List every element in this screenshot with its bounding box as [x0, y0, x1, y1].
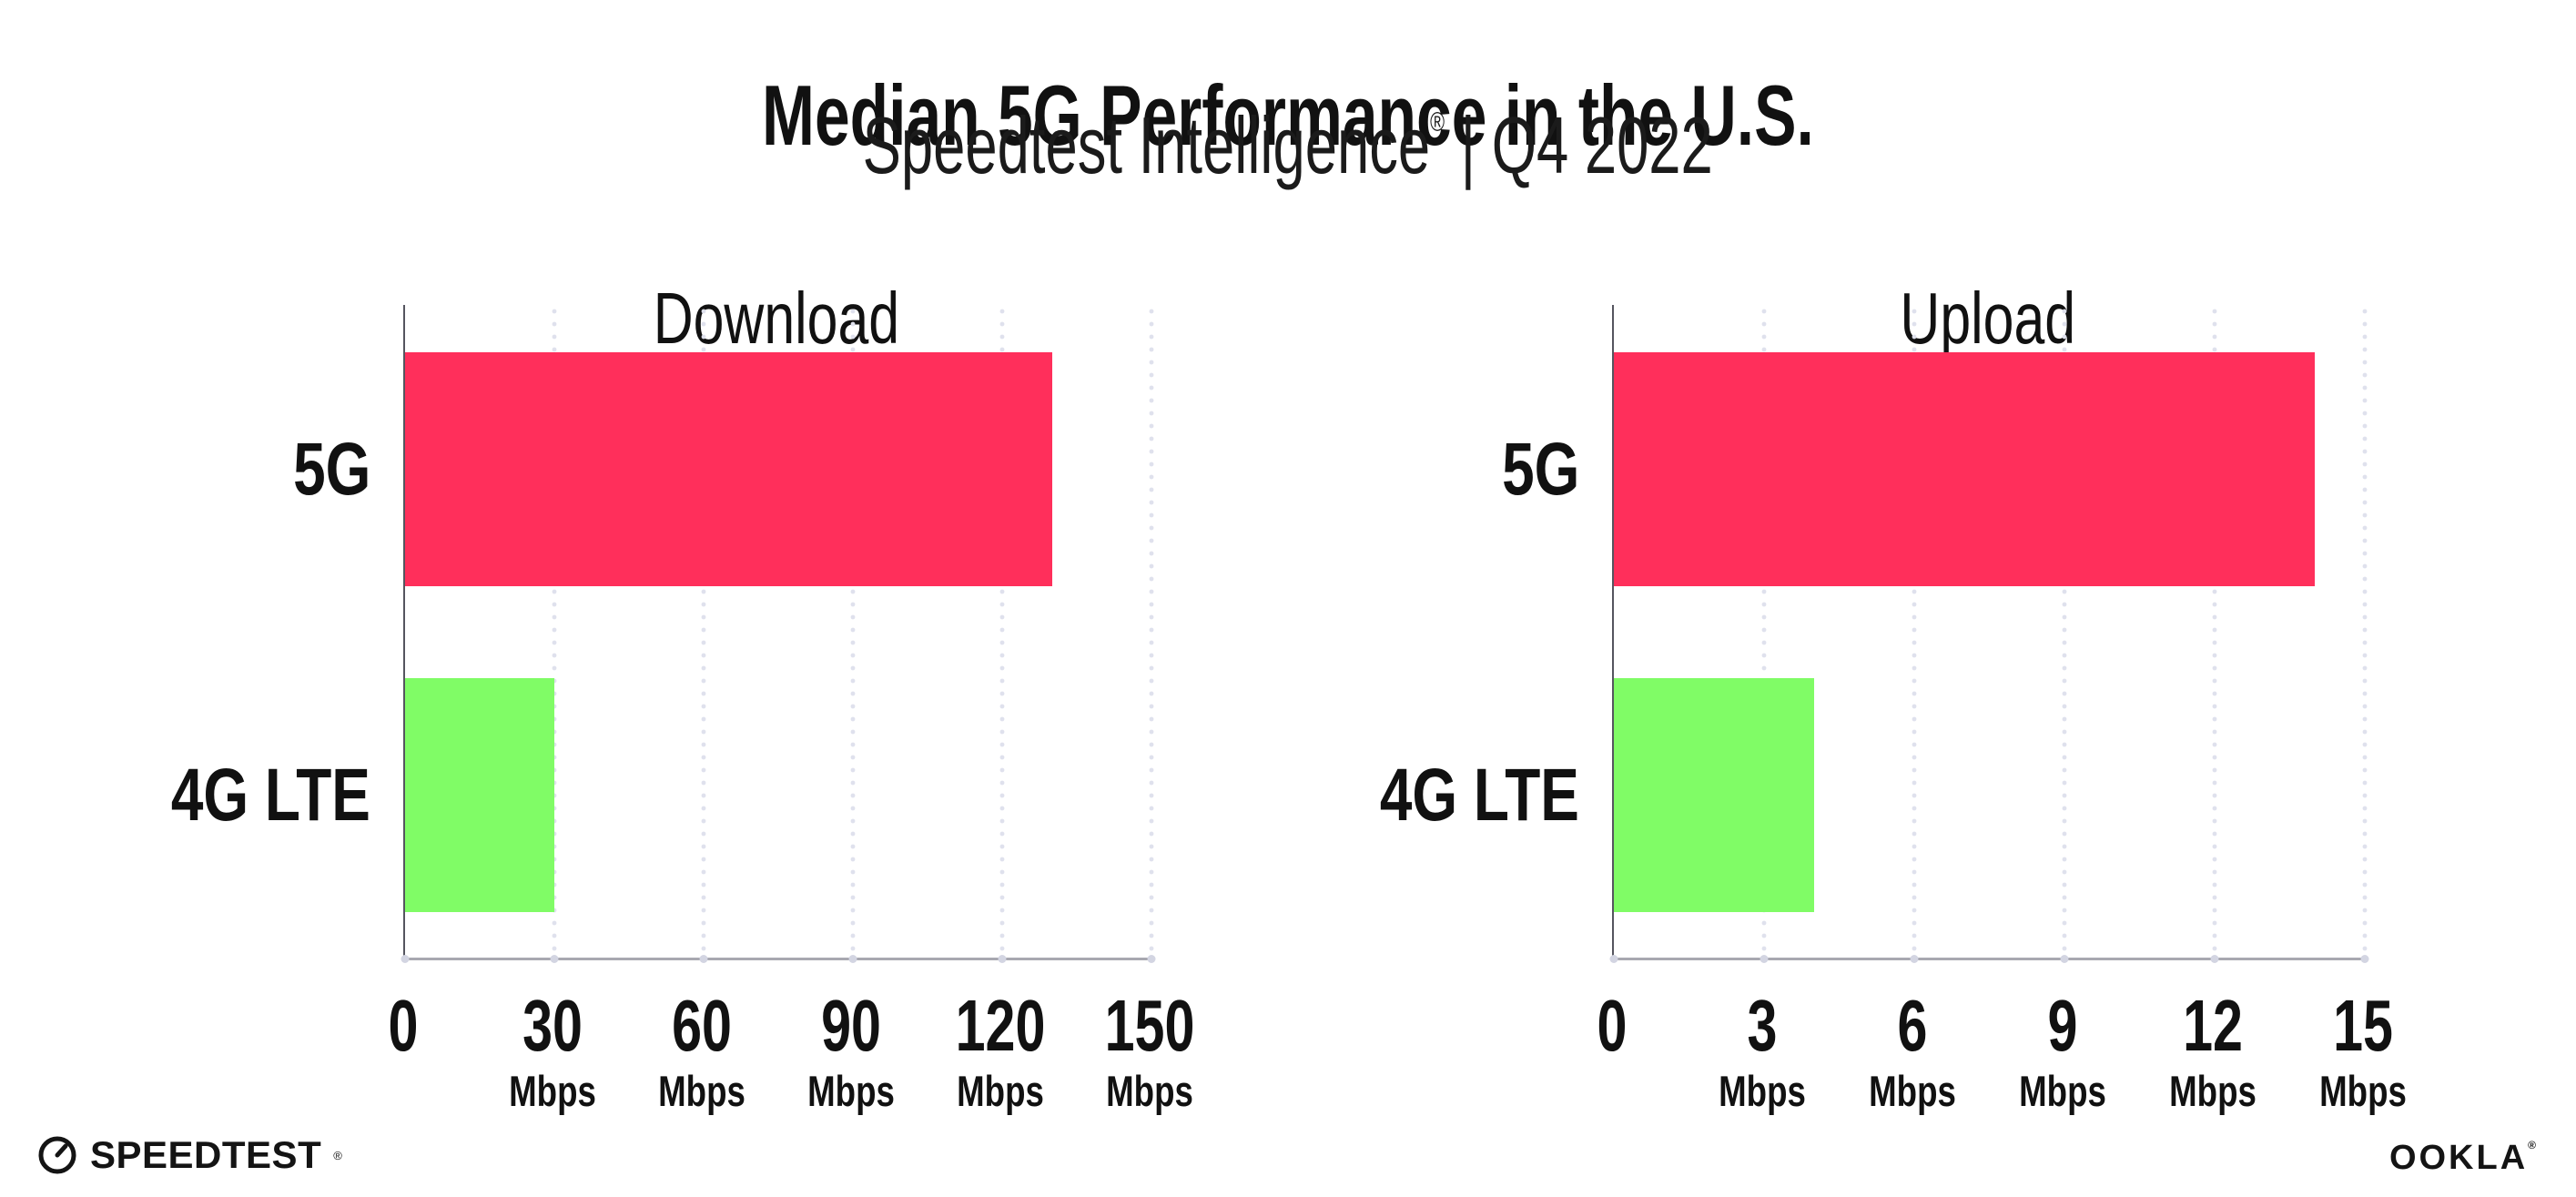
upload-chart-title: Upload: [1900, 278, 2075, 360]
x-tick-unit: Mbps: [1869, 1067, 1956, 1115]
axis-tick-dot: [2210, 955, 2219, 963]
download-plot-area: 5G 4G LTE: [171, 305, 1156, 963]
download-x-axis: 0 30 Mbps 60 Mbps 90 Mbps 120 Mbps 150 Mbps: [389, 960, 1195, 1142]
x-tick-unit: Mbps: [1719, 1067, 1806, 1115]
category-label-5g: 5G: [1501, 428, 1579, 511]
x-tick-unit: Mbps: [2019, 1067, 2106, 1115]
registered-trademark-icon: ®: [333, 1148, 342, 1162]
x-tick-unit: Mbps: [658, 1067, 745, 1115]
axis-tick-dot: [1910, 955, 1919, 963]
gridline: [1149, 305, 1154, 958]
x-axis-tick: 120 Mbps: [939, 985, 1060, 1115]
x-axis-tick: 15 Mbps: [2307, 985, 2419, 1115]
page-title: Median 5G Performance in the U.S.: [0, 66, 2576, 163]
upload-plot-area: 5G 4G LTE: [1380, 305, 2369, 963]
x-tick-unit: Mbps: [2319, 1067, 2407, 1115]
x-axis-tick: 0: [1592, 989, 1633, 1062]
bar-4g-lte: [405, 678, 554, 912]
x-tick-label: 9: [2047, 985, 2078, 1066]
x-tick-label: 30: [522, 985, 583, 1066]
axis-tick-dot: [401, 955, 410, 963]
bar-5g: [405, 352, 1052, 586]
subtitle-period: | Q4 2022: [1445, 100, 1714, 190]
page-title-text: Median 5G Performance in the U.S.: [762, 66, 1814, 163]
x-axis-tick: 9 Mbps: [2007, 985, 2119, 1115]
gridline: [2362, 305, 2368, 958]
category-label-4g-lte: 4G LTE: [1379, 754, 1579, 837]
upload-x-axis: 0 3 Mbps 6 Mbps 9 Mbps 12 Mbps 15 Mbps: [1597, 960, 2407, 1142]
x-tick-unit: Mbps: [957, 1067, 1044, 1115]
registered-trademark-icon: ®: [1430, 107, 1445, 137]
category-label-5g: 5G: [292, 428, 370, 511]
x-axis-tick: 30 Mbps: [497, 985, 609, 1115]
x-axis-tick: 6 Mbps: [1857, 985, 1969, 1115]
axis-tick-dot: [1609, 955, 1618, 963]
speedtest-gauge-icon: [38, 1136, 76, 1174]
x-tick-unit: Mbps: [509, 1067, 596, 1115]
x-tick-label: 150: [1104, 985, 1195, 1066]
axis-tick-dot: [699, 955, 708, 963]
axis-tick-dot: [1760, 955, 1769, 963]
axis-tick-dot: [998, 955, 1007, 963]
x-axis-tick: 12 Mbps: [2157, 985, 2269, 1115]
subtitle-brand: Speedtest Intelligence: [862, 100, 1431, 190]
chart-subtitle: Speedtest Intelligence® | Q4 2022: [0, 100, 2576, 190]
speedtest-logo: SPEEDTEST ®: [36, 1134, 342, 1176]
x-tick-label: 0: [388, 985, 419, 1066]
bar-4g-lte: [1614, 678, 1814, 912]
x-tick-label: 120: [955, 985, 1046, 1066]
x-axis-tick: 60 Mbps: [646, 985, 758, 1115]
x-tick-unit: Mbps: [807, 1067, 895, 1115]
x-tick-label: 90: [821, 985, 881, 1066]
x-tick-label: 3: [1747, 985, 1778, 1066]
x-axis-tick: 90 Mbps: [796, 985, 908, 1115]
x-tick-label: 0: [1597, 985, 1628, 1066]
speedtest-wordmark: SPEEDTEST: [90, 1133, 322, 1176]
registered-trademark-icon: ®: [2528, 1139, 2536, 1151]
x-tick-label: 6: [1897, 985, 1928, 1066]
axis-tick-dot: [2360, 955, 2369, 963]
x-tick-label: 15: [2333, 985, 2393, 1066]
x-axis-tick: 0: [383, 989, 424, 1062]
ookla-wordmark: OOKLA: [2388, 1139, 2529, 1177]
x-tick-label: 60: [672, 985, 732, 1066]
download-chart-title: Download: [653, 278, 900, 360]
ookla-logo: OOKLA®: [2389, 1140, 2536, 1175]
axis-tick-dot: [848, 955, 857, 963]
axis-tick-dot: [2060, 955, 2069, 963]
axis-tick-dot: [550, 955, 559, 963]
category-label-4g-lte: 4G LTE: [170, 754, 370, 837]
bar-5g: [1614, 352, 2315, 586]
x-tick-label: 12: [2183, 985, 2243, 1066]
x-tick-unit: Mbps: [1106, 1067, 1193, 1115]
x-axis-tick: 150 Mbps: [1089, 985, 1210, 1115]
axis-tick-dot: [1147, 955, 1156, 963]
x-tick-unit: Mbps: [2169, 1067, 2257, 1115]
x-axis-tick: 3 Mbps: [1707, 985, 1819, 1115]
